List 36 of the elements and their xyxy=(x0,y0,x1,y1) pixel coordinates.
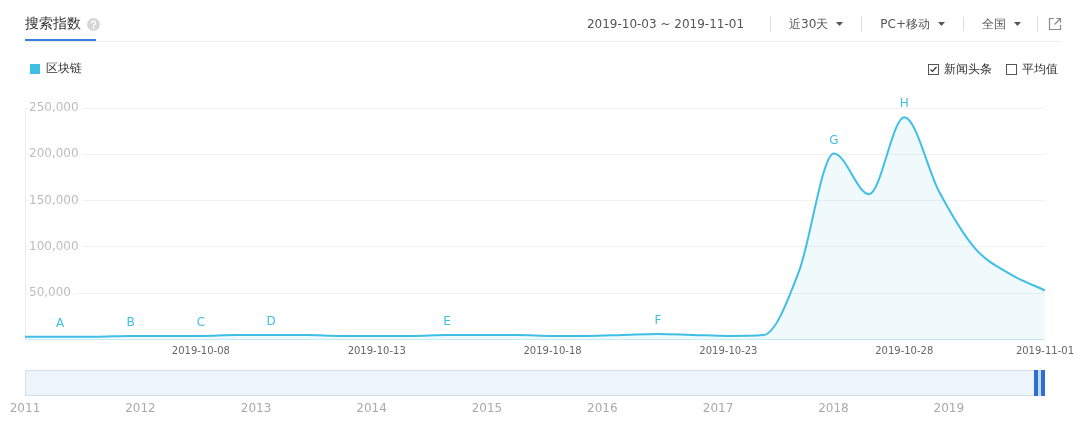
x-tick-label: 2019-10-08 xyxy=(171,345,230,357)
legend-label: 区块链 xyxy=(46,61,82,76)
x2-tick-label: 2018 xyxy=(818,400,849,415)
text: PC+移动 xyxy=(880,15,930,33)
x2-tick-label: 2015 xyxy=(471,400,503,415)
y-tick-label: 250,000 xyxy=(29,100,79,115)
x-tick-label: 2019-10-13 xyxy=(347,345,406,357)
annotation: E xyxy=(443,314,451,329)
annotation: C xyxy=(196,315,206,330)
y-tick-label: 200,000 xyxy=(29,146,79,161)
x2-tick-label: 2016 xyxy=(587,400,618,415)
x2-tick-label: 2011 xyxy=(9,400,41,415)
text: 全国 xyxy=(982,15,1006,33)
text: 新闻头条 xyxy=(944,60,992,78)
x-tick-label: 2019-11-01 xyxy=(1015,345,1074,357)
annotation: D xyxy=(266,314,276,329)
y-tick-label: 50,000 xyxy=(29,285,71,300)
annotation: B xyxy=(126,315,135,330)
annotation: H xyxy=(899,96,909,111)
annotation: G xyxy=(829,132,839,147)
x-tick-label: 2019-10-18 xyxy=(523,345,582,357)
annotation: A xyxy=(56,315,66,330)
y-tick-label: 100,000 xyxy=(29,239,79,254)
chart-subtitle: 2019-10-03 ~ 2019-11-01 xyxy=(586,17,745,31)
x2-tick-label: 2017 xyxy=(702,400,734,415)
text: 平均值 xyxy=(1022,60,1058,78)
x2-tick-label: 2019 xyxy=(933,400,965,415)
annotation: F xyxy=(654,313,662,328)
x2-tick-label: 2014 xyxy=(356,400,387,415)
x-tick-label: 2019-10-23 xyxy=(699,345,758,357)
text: 近30天 xyxy=(789,15,829,33)
x-tick-label: 2019-10-28 xyxy=(875,345,934,357)
x2-tick-label: 2013 xyxy=(240,400,272,415)
y-tick-label: 150,000 xyxy=(29,192,79,207)
x2-tick-label: 2012 xyxy=(125,400,156,415)
chart-title: 搜索指数 xyxy=(25,15,81,33)
